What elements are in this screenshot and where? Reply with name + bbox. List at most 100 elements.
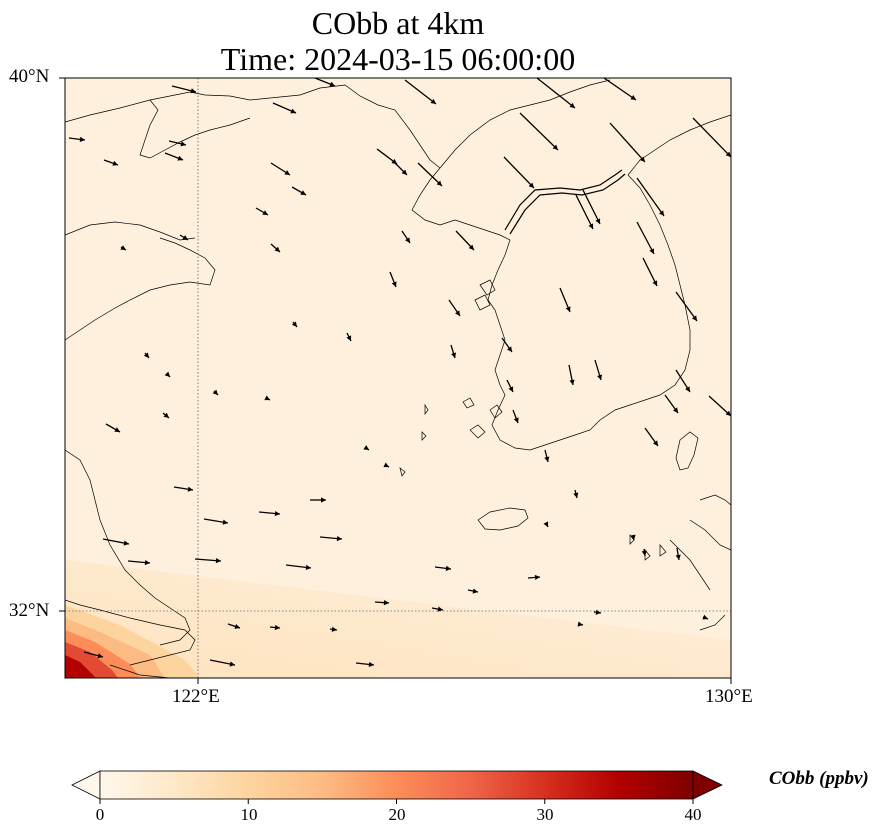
wind-vector-head — [177, 155, 183, 161]
coastline-korea-west — [487, 174, 691, 451]
wind-vector-head — [180, 141, 186, 147]
wind-vector-head — [290, 108, 296, 114]
lon-label-122: 122°E — [172, 686, 220, 707]
coastline-shandong-north — [65, 221, 196, 241]
coastline-jiangsu — [65, 449, 191, 646]
wind-vector-head — [544, 456, 550, 462]
coastline-jeju — [477, 507, 529, 531]
colorbar-tick-0: 0 — [95, 805, 105, 824]
wind-vector-head — [305, 564, 311, 570]
wind-vector-head — [284, 170, 290, 175]
colorbar-tick-30: 30 — [536, 805, 554, 824]
wind-vector-head — [528, 182, 534, 188]
wind-vector-head — [658, 210, 664, 216]
wind-vector-head — [472, 588, 478, 594]
wind-vector-head — [274, 246, 280, 252]
wind-vector-head — [368, 661, 374, 668]
wind-vector-head — [725, 151, 731, 157]
islands-yellow-sea — [399, 403, 429, 477]
wind-vector-shaft — [503, 156, 535, 189]
coastline-tsushima — [675, 431, 699, 471]
wind-vector-head — [451, 352, 457, 358]
wind-vector-head — [630, 95, 636, 100]
islands-sw-korea — [462, 279, 503, 439]
wind-vector-head — [120, 245, 126, 250]
lat-label-32: 32°N — [9, 600, 50, 621]
wind-vector-head — [329, 81, 335, 87]
wind-vector-head — [215, 558, 221, 564]
wind-vector-head — [164, 371, 170, 377]
wind-vector-head — [212, 389, 218, 395]
border-dmz-inner — [509, 173, 626, 235]
wind-vector-shaft — [675, 291, 698, 322]
wind-vector-head — [691, 315, 697, 321]
wind-vectors — [68, 78, 731, 668]
wind-vector-head — [79, 136, 85, 142]
wind-vector-head — [123, 540, 129, 546]
wind-vector-head — [321, 497, 326, 503]
wind-vector-head — [391, 281, 397, 287]
wind-vector-head — [336, 535, 342, 542]
wind-vector-head — [630, 534, 636, 540]
colorbar-tick-40: 40 — [684, 805, 702, 824]
coastline-north-korea-west — [411, 167, 511, 241]
co-high-region-5 — [65, 655, 96, 678]
wind-vector-head — [114, 427, 120, 432]
wind-vector-head — [597, 374, 603, 380]
wind-vector-head — [672, 407, 678, 413]
map-title: CObb at 4km — [311, 5, 485, 41]
wind-vector-head — [190, 88, 196, 94]
wind-vector-shaft — [636, 177, 665, 217]
wind-vector-head — [552, 144, 558, 150]
coastline-shandong — [65, 237, 216, 341]
wind-vector-shaft — [636, 221, 655, 255]
wind-vector-head — [639, 156, 645, 162]
wind-vector-head — [274, 624, 280, 631]
wind-vector-head — [534, 574, 540, 581]
wind-vector-head — [264, 395, 270, 401]
border-dmz — [504, 169, 623, 231]
wind-vector-head — [573, 492, 579, 498]
wind-vector-head — [97, 653, 103, 659]
wind-vector-head — [234, 623, 240, 629]
map-frame — [64, 77, 732, 679]
wind-vector-head — [675, 554, 681, 560]
wind-vector-head — [649, 248, 654, 254]
wind-vector-head — [569, 379, 575, 385]
wind-vector-head — [513, 417, 519, 423]
wind-vector-head — [455, 310, 460, 316]
wind-vector-head — [437, 606, 443, 612]
coastline-yangtze — [65, 599, 196, 666]
wind-vector-shaft — [536, 78, 576, 109]
wind-vector-head — [383, 600, 389, 606]
wind-vector-shaft — [642, 257, 658, 287]
coastline-north-korea-north — [439, 79, 611, 169]
lat-label-40: 40°N — [9, 66, 50, 87]
wind-vector-head — [300, 190, 306, 195]
colorbar-extend-low — [71, 770, 101, 800]
wind-vector-head — [595, 609, 601, 615]
wind-vector-shaft — [417, 162, 443, 187]
colorbar-gradient — [99, 770, 694, 800]
wind-vector-head — [569, 102, 575, 108]
wind-vector-head — [331, 626, 337, 632]
wind-vector-head — [262, 210, 268, 215]
wind-vector-shaft — [582, 189, 601, 225]
wind-vector-head — [291, 321, 297, 327]
wind-vector-head — [725, 410, 731, 416]
wind-vector-head — [445, 565, 451, 571]
wind-vector-shaft — [519, 112, 559, 151]
wind-vector-head — [346, 335, 352, 341]
wind-vector-head — [163, 412, 169, 418]
wind-vector-head — [363, 445, 369, 450]
wind-vector-head — [565, 306, 571, 312]
lon-label-130: 130°E — [705, 686, 753, 707]
wind-vector-head — [685, 386, 690, 392]
colorbar-tick-10: 10 — [240, 805, 258, 824]
wind-vector-head — [588, 223, 594, 229]
coastline-liaodong-peninsula — [139, 99, 251, 159]
wind-vector-head — [405, 237, 410, 243]
wind-vector-head — [652, 440, 658, 446]
